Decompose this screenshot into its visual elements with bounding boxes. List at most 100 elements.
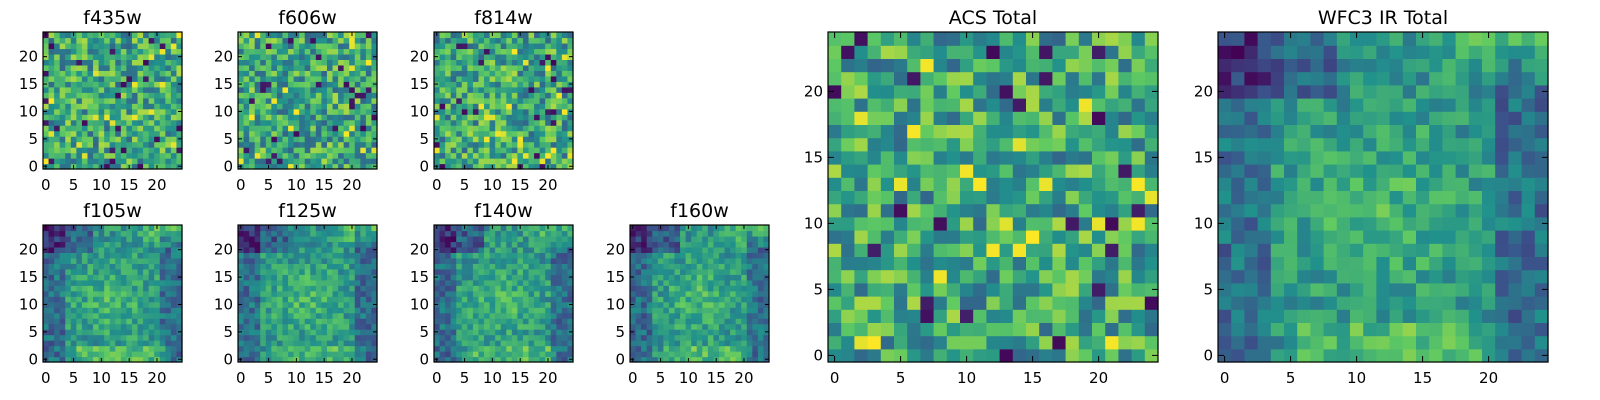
heatmap-cell: [522, 356, 530, 363]
heatmap-cell: [746, 285, 753, 292]
heatmap-cell: [265, 296, 272, 303]
heatmap-cell: [115, 53, 122, 60]
heatmap-cell: [657, 252, 664, 259]
heatmap-cell: [472, 301, 480, 308]
heatmap-cell: [354, 152, 361, 159]
heatmap-cell: [522, 64, 530, 71]
heatmap-cell: [545, 241, 552, 248]
heatmap-cell: [137, 75, 144, 82]
heatmap-cell: [243, 53, 250, 60]
heatmap-cell: [154, 345, 161, 352]
heatmap-cell: [439, 345, 446, 352]
heatmap-cell: [176, 235, 183, 243]
heatmap-cell: [517, 285, 524, 292]
heatmap-cell: [115, 37, 122, 44]
heatmap-cell: [338, 246, 345, 253]
heatmap-cell: [148, 75, 155, 82]
heatmap-cell: [534, 351, 541, 358]
heatmap-cell: [315, 70, 322, 77]
heatmap-cell: [43, 312, 50, 319]
heatmap-cell: [668, 279, 676, 286]
heatmap-cell: [282, 32, 289, 39]
heatmap-cell: [238, 92, 245, 99]
heatmap-cell: [299, 81, 306, 88]
heatmap-cell: [495, 32, 502, 39]
heatmap-cell: [522, 252, 530, 259]
heatmap-cell: [293, 152, 300, 159]
heatmap-cell: [506, 32, 513, 39]
heatmap-cell: [260, 246, 267, 253]
heatmap-cell: [456, 230, 463, 237]
heatmap-cell: [126, 136, 133, 143]
heatmap-cell: [467, 75, 474, 82]
heatmap-cell: [500, 81, 507, 88]
heatmap-cell: [365, 246, 373, 253]
heatmap-cell: [126, 279, 133, 286]
heatmap-cell: [439, 119, 446, 126]
heatmap-cell: [332, 53, 339, 60]
heatmap-cell: [439, 230, 446, 237]
heatmap-cell: [315, 345, 322, 352]
heatmap-cell: [467, 356, 474, 363]
heatmap-cell: [1105, 282, 1119, 297]
heatmap-cell: [561, 323, 569, 330]
heatmap-cell: [456, 345, 463, 352]
heatmap-cell: [148, 42, 155, 50]
heatmap-cell: [680, 263, 687, 270]
heatmap-cell: [365, 296, 373, 303]
heatmap-cell: [154, 147, 161, 154]
heatmap-cell: [260, 86, 267, 93]
heatmap-cell: [154, 252, 161, 259]
heatmap-cell: [354, 241, 361, 248]
heatmap-cell: [148, 356, 155, 363]
heatmap-cell: [65, 263, 72, 270]
heatmap-cell: [238, 296, 245, 303]
heatmap-cell: [461, 329, 468, 336]
heatmap-cell: [59, 323, 66, 330]
heatmap-cell: [343, 75, 350, 82]
heatmap-cell: [81, 318, 89, 325]
heatmap-cell: [828, 322, 842, 337]
heatmap-cell: [867, 335, 882, 350]
heatmap-cell: [276, 345, 284, 352]
heatmap-cell: [461, 136, 468, 143]
heatmap-cell: [249, 32, 256, 39]
heatmap-cell: [276, 241, 284, 248]
heatmap-cell: [70, 241, 77, 248]
heatmap-cell: [434, 42, 441, 50]
heatmap-cell: [238, 114, 245, 121]
heatmap-cell: [159, 64, 166, 71]
heatmap-cell: [1118, 282, 1133, 297]
heatmap-cell: [960, 164, 974, 178]
heatmap-cell: [663, 285, 670, 292]
heatmap-cell: [343, 241, 350, 248]
heatmap-cell: [841, 216, 855, 231]
heatmap-cell: [680, 312, 687, 319]
heatmap-cell: [59, 97, 66, 104]
heatmap-cell: [933, 203, 948, 218]
heatmap-cell: [65, 163, 72, 170]
heatmap-cell: [354, 340, 361, 347]
heatmap-cell: [561, 136, 569, 143]
heatmap-cell: [472, 103, 480, 110]
heatmap-cell: [556, 263, 563, 270]
heatmap-cell: [321, 119, 328, 126]
heatmap-cell: [456, 334, 463, 341]
heatmap-cell: [746, 351, 753, 358]
heatmap-cell: [343, 158, 350, 165]
heatmap-cell: [354, 296, 361, 303]
heatmap-cell: [511, 103, 518, 110]
heatmap-cell: [81, 230, 89, 237]
heatmap-cell: [1012, 335, 1027, 350]
heatmap-cell: [434, 86, 441, 93]
heatmap-cell: [126, 141, 133, 148]
heatmap-cell: [321, 230, 328, 237]
heatmap-cell: [265, 241, 272, 248]
x-tick-label: 15: [511, 176, 530, 194]
heatmap-cell: [65, 246, 72, 253]
y-tick-label: 15: [410, 268, 429, 286]
heatmap-cell: [680, 225, 687, 232]
heatmap-cell: [707, 290, 714, 297]
heatmap-cell: [489, 312, 496, 319]
heatmap-cell: [495, 119, 502, 126]
